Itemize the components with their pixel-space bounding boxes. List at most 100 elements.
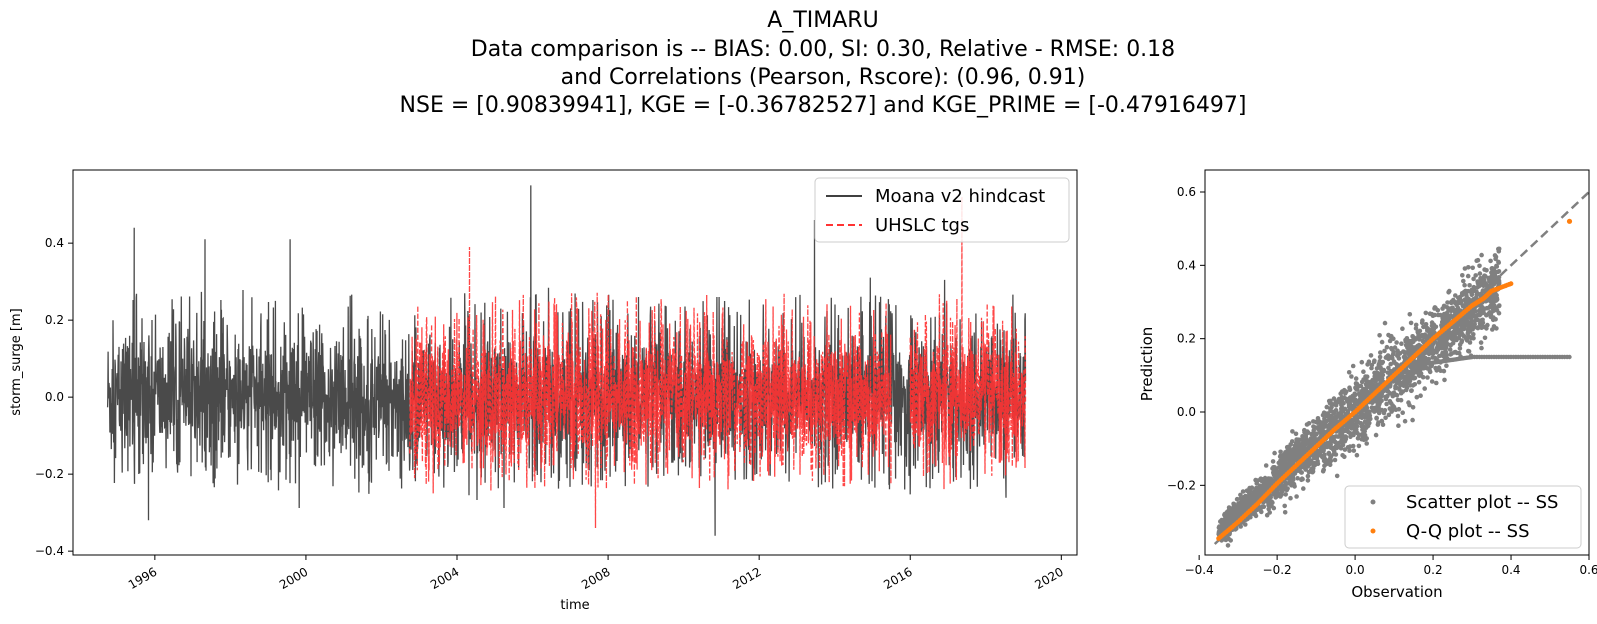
scatter-point (1391, 359, 1397, 364)
legend-swatch-scatter (1370, 499, 1376, 505)
scatter-point (1379, 376, 1385, 381)
scatter-point (1433, 306, 1438, 311)
suptitle-line-1: A_TIMARU (767, 8, 878, 33)
timeseries-legend-box (814, 177, 1070, 243)
scatter-point (1492, 305, 1498, 310)
scatter-point (1330, 402, 1335, 407)
ts-x-tick-label: 2012 (730, 565, 763, 592)
scatter-point (1263, 484, 1268, 490)
scatter-point (1491, 299, 1496, 305)
scatter-point (1379, 339, 1385, 345)
scatter-point (1295, 468, 1301, 474)
scatter-point (1382, 348, 1387, 354)
scatter-point (1383, 415, 1388, 421)
qq-point (1508, 281, 1514, 287)
scatter-point (1315, 416, 1321, 421)
scatter-point (1220, 526, 1226, 532)
scatter-point (1492, 253, 1498, 258)
scatter-point (1398, 375, 1404, 380)
ts-x-tick-label: 1996 (126, 565, 159, 592)
ts-y-tick-label: −0.4 (35, 544, 64, 558)
scatter-point (1275, 487, 1280, 492)
scatter-point (1443, 319, 1448, 324)
scatter-point (1339, 439, 1344, 445)
scatter-point (1389, 347, 1395, 352)
scatter-point (1327, 462, 1333, 468)
sc-x-tick-label: 0.2 (1424, 563, 1443, 577)
ts-y-tick-label: −0.2 (35, 467, 64, 481)
scatter-point (1263, 463, 1269, 468)
ts-x-tick-label: 2020 (1032, 565, 1065, 592)
scatter-y-ticks: −0.2 0.0 0.2 0.4 0.6 (1167, 185, 1205, 492)
scatter-point (1261, 504, 1267, 510)
scatter-point (1359, 424, 1364, 429)
scatter-point (1387, 371, 1392, 376)
scatter-point (1323, 411, 1328, 416)
scatter-point (1475, 325, 1481, 330)
scatter-point (1225, 543, 1231, 548)
scatter-point (1253, 513, 1259, 519)
scatter-point (1273, 470, 1279, 475)
scatter-point (1444, 310, 1449, 316)
scatter-point (1343, 396, 1349, 402)
scatter-point (1270, 466, 1275, 471)
scatter-point (1413, 322, 1419, 328)
scatter-point (1416, 337, 1422, 342)
scatter-point (1279, 489, 1285, 494)
sc-y-tick-label: 0.2 (1177, 332, 1196, 346)
scatter-point (1426, 357, 1431, 362)
scatter-point (1406, 352, 1412, 357)
scatter-point (1372, 374, 1377, 379)
scatter-point (1471, 336, 1476, 341)
scatter-point (1427, 369, 1433, 375)
scatter-point (1464, 320, 1470, 326)
scatter-point (1332, 439, 1338, 445)
scatter-point (1484, 326, 1489, 331)
scatter-point (1354, 381, 1359, 387)
scatter-point (1478, 340, 1484, 345)
scatter-point (1294, 494, 1299, 499)
scatter-point (1347, 387, 1353, 393)
scatter-point (1396, 406, 1402, 412)
scatter-point (1324, 404, 1330, 410)
sc-x-tick-label: 0.6 (1579, 563, 1597, 577)
scatter-point (1375, 422, 1381, 427)
scatter-point (1465, 301, 1470, 306)
scatter-point (1266, 497, 1271, 503)
scatter-point (1314, 455, 1320, 461)
scatter-point (1479, 252, 1484, 258)
scatter-point (1403, 342, 1409, 348)
scatter-point (1380, 422, 1386, 428)
scatter-point (1420, 374, 1426, 380)
scatter-point (1302, 430, 1307, 435)
timeseries-axes-frame (72, 169, 1078, 556)
legend-label-qq: Q-Q plot -- SS (1406, 521, 1530, 542)
scatter-point (1367, 384, 1372, 390)
scatter-point (1445, 300, 1450, 305)
scatter-point (1472, 313, 1477, 319)
scatter-point (1391, 390, 1397, 396)
scatter-point (1220, 520, 1225, 525)
scatter-point (1480, 324, 1486, 329)
scatter-point (1435, 312, 1441, 318)
scatter-point (1402, 369, 1407, 375)
scatter-point (1223, 537, 1228, 542)
scatter-point (1394, 393, 1400, 398)
scatter-point (1362, 395, 1367, 400)
scatter-point (1432, 312, 1437, 318)
scatter-point (1287, 480, 1293, 486)
series-uhslc-tgs-segment (409, 246, 892, 529)
scatter-point (1350, 431, 1356, 437)
scatter-point (1390, 403, 1395, 408)
scatter-point (1402, 354, 1407, 360)
scatter-point (1333, 403, 1339, 408)
scatter-point (1454, 350, 1460, 356)
scatter-point (1396, 386, 1402, 391)
scatter-point (1349, 374, 1354, 379)
scatter-point (1378, 350, 1383, 355)
scatter-point (1387, 399, 1393, 404)
scatter-point (1496, 259, 1501, 265)
scatter-point (1477, 271, 1483, 276)
scatter-point (1343, 436, 1349, 442)
scatter-point (1479, 281, 1485, 286)
